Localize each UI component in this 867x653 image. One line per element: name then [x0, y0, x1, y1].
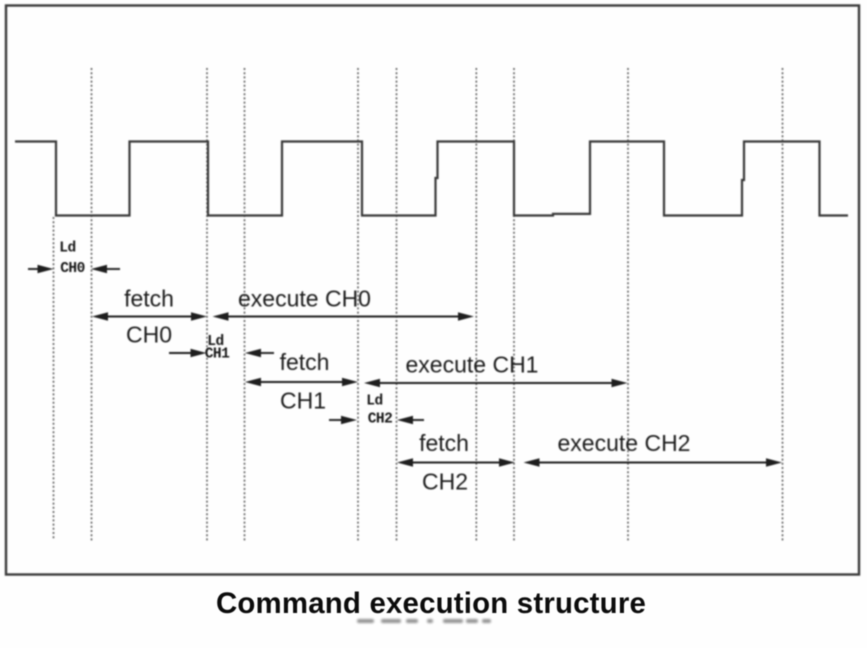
svg-text:CH0: CH0 [126, 322, 172, 348]
svg-text:CH0: CH0 [60, 261, 85, 277]
svg-text:CH2: CH2 [368, 412, 393, 428]
svg-text:fetch: fetch [419, 430, 469, 456]
svg-text:fetch: fetch [280, 349, 330, 375]
svg-text:execute CH0: execute CH0 [238, 286, 371, 312]
svg-text:Ld: Ld [366, 394, 382, 410]
svg-text:execute CH2: execute CH2 [558, 430, 691, 456]
svg-text:Ld: Ld [207, 334, 223, 350]
svg-text:fetch: fetch [124, 286, 174, 312]
svg-text:CH2: CH2 [422, 469, 468, 495]
svg-text:CH1: CH1 [205, 347, 230, 363]
svg-text:Ld: Ld [59, 240, 75, 256]
svg-text:execute CH1: execute CH1 [406, 352, 539, 378]
svg-text:CH1: CH1 [280, 388, 326, 414]
